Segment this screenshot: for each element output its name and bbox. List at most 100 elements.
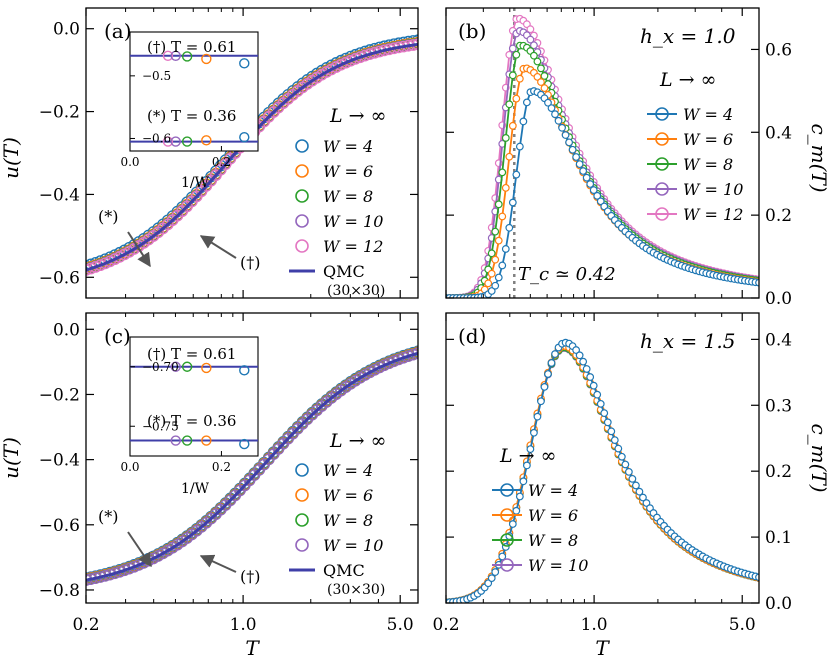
annot-star-c: (*) [98,507,118,526]
y-tick-label: 0.0 [53,320,80,340]
data-point [547,359,556,367]
y-tick-label: −0.4 [39,185,80,205]
data-point [579,167,588,175]
xlabel-right: T [595,636,610,660]
y-tick-label: −0.2 [39,385,80,405]
panel-a-frame [85,7,419,299]
data-point [579,357,588,366]
inset-c-label-dagger: (†) T = 0.61 [147,345,236,363]
data-point [565,138,573,147]
data-point [614,444,623,453]
legend-label: W = 8 [323,187,373,206]
legend-marker [655,107,669,121]
y-tick-label: −0.8 [39,581,80,601]
panel-a-inset: 0.0 0.2 −0.5 −0.6 (†) T = 0.61 (*) T = 0.36… [120,31,259,191]
inset-point [162,136,174,147]
data-point [632,481,640,490]
panel-b-legend-title: L → ∞ [659,69,716,91]
inset-x-tick-label: 0.0 [120,155,139,169]
x-tick-label: 5.0 [729,615,756,635]
inset-point [181,435,193,446]
panel-c-frame [85,312,419,604]
data-point [487,574,496,583]
panel-d-legend: L → ∞ W = 4 W = 6 W = 8 W = 10 [492,445,588,575]
data-point [515,142,524,151]
data-point [544,98,552,107]
data-point [575,351,584,360]
inset-a-xlabel: 1/W [181,175,210,191]
data-point [639,493,647,502]
x-tick-label: 1.0 [581,615,608,635]
data-point [544,370,552,378]
y-tick-label: −0.2 [39,103,80,123]
y-tick-label: 0.2 [765,206,792,226]
legend-marker [655,157,669,171]
inset-x-tick-label: 0.2 [212,460,231,474]
y-tick-label: 0.0 [53,20,80,40]
data-point [522,461,531,470]
data-point [494,236,503,245]
inset-point [181,361,193,372]
legend-label: W = 4 [683,105,733,124]
data-point [501,134,510,142]
panel-a-ylabel: u(T) [0,137,23,179]
data-point [607,427,616,436]
data-point [582,365,591,373]
data-point [484,279,493,288]
data-point [515,74,524,83]
panel-a-label: (a) [104,19,132,43]
data-point [487,269,496,278]
panel-d: 0.2 1.0 5.0 0.0 0.1 0.2 0.3 0.4 (d) h_x = 1.5 c… [432,312,830,635]
data-point [501,245,510,253]
data-point [519,117,528,126]
annot-dagger-arrow-a [199,235,237,259]
inset-a-frame [129,31,259,152]
data-point [589,381,598,390]
data-point [508,198,517,207]
inset-point [162,50,174,61]
data-point [540,84,549,93]
legend-label: W = 8 [528,531,578,550]
data-point [491,227,500,236]
data-point [526,445,535,454]
legend-marker [295,239,309,253]
data-point [561,131,570,139]
panel-a-legend-title: L → ∞ [329,105,386,127]
legend-marker [655,132,669,146]
legend-label: W = 6 [528,506,578,525]
legend-marker [500,508,514,522]
inset-point [239,365,250,376]
panel-c-inset: 0.0 0.2 −0.70 −0.75 (†) T = 0.61 (*) T = 0.… [120,336,259,497]
data-point [621,460,630,469]
data-point [487,287,496,295]
data-point [505,223,514,232]
data-point [610,436,619,445]
panel-d-ylabel: c_m(T) [807,423,830,492]
legend-marker [500,533,514,547]
panel-c-ylabel: u(T) [0,437,23,479]
panel-d-label: (d) [458,324,486,348]
data-point [491,255,500,264]
data-point [94,259,107,272]
data-point [519,477,528,486]
y-tick-label: −0.4 [39,451,80,471]
data-point [512,506,521,515]
data-point [508,44,517,53]
panel-c-legend-title: L → ∞ [329,430,386,452]
data-point [600,409,609,418]
legend-marker [500,483,514,497]
data-point [589,186,598,194]
legend-label: W = 6 [323,162,373,181]
legend-marker [295,214,309,228]
panel-d-frame [445,312,760,604]
data-point [582,173,591,182]
panel-b-tc-label: T_c ≃ 0.42 [518,264,616,285]
data-point [508,520,517,528]
legend-label: W = 10 [323,536,383,555]
data-point [537,78,545,86]
data-point [568,145,577,154]
panel-d-field: h_x = 1.5 [640,329,735,353]
legend-label-size: (30×30) [327,582,385,598]
panel-c-legend: L → ∞ W = 4 W = 6 W = 8 W = 10 QMC (30×30) [289,430,386,598]
